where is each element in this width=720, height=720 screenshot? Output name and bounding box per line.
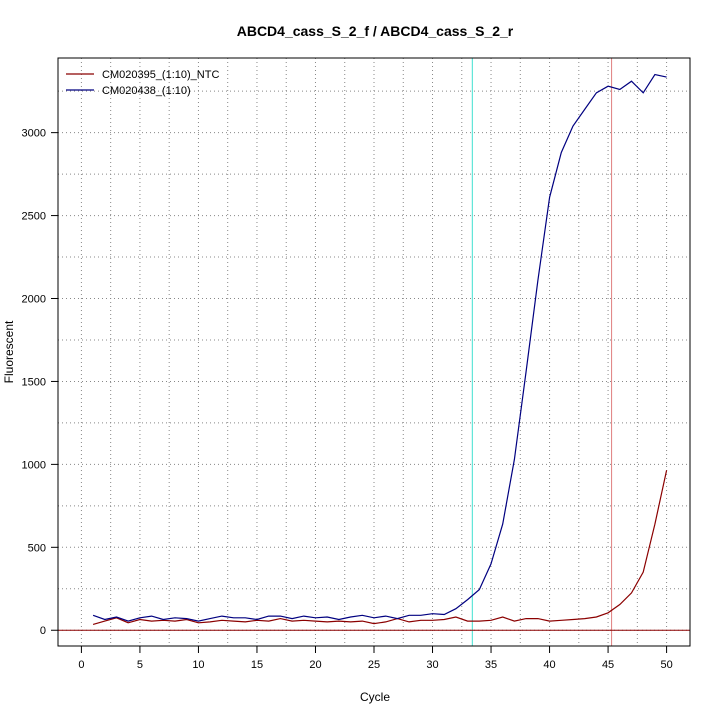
- reference-lines: [58, 58, 690, 646]
- x-tick-label: 10: [192, 659, 204, 671]
- series-line-1: [92, 470, 668, 625]
- y-tick-label: 2500: [22, 211, 46, 223]
- legend-label: CM020438_(1:10): [102, 85, 191, 97]
- y-axis: 0 500 1000 1500 2000 2500 3000: [22, 128, 58, 637]
- x-tick-label: 15: [251, 659, 263, 671]
- y-tick-label: 2000: [22, 294, 46, 306]
- x-tick-label: 50: [660, 659, 672, 671]
- x-tick-label: 45: [602, 659, 614, 671]
- grid: [58, 58, 690, 646]
- series-group: [92, 73, 668, 625]
- x-tick-label: 0: [78, 659, 84, 671]
- x-tick-label: 40: [543, 659, 555, 671]
- chart-title: ABCD4_cass_S_2_f / ABCD4_cass_S_2_r: [237, 23, 514, 39]
- x-tick-label: 25: [368, 659, 380, 671]
- y-tick-label: 500: [28, 542, 46, 554]
- y-tick-label: 1000: [22, 459, 46, 471]
- x-tick-label: 35: [485, 659, 497, 671]
- x-tick-label: 20: [309, 659, 321, 671]
- y-tick-label: 3000: [22, 128, 46, 140]
- legend: CM020395_(1:10)_NTC CM020438_(1:10): [66, 69, 219, 97]
- x-tick-label: 5: [137, 659, 143, 671]
- y-tick-label: 1500: [22, 376, 46, 388]
- y-axis-label: Fluorescent: [2, 320, 16, 383]
- x-axis-label: Cycle: [360, 690, 390, 704]
- legend-label: CM020395_(1:10)_NTC: [102, 69, 219, 81]
- x-axis: 0 5 10 15 20 25 30 35 40 45 50: [78, 646, 673, 671]
- series-line-2: [92, 73, 667, 622]
- x-tick-label: 30: [426, 659, 438, 671]
- y-tick-label: 0: [40, 625, 46, 637]
